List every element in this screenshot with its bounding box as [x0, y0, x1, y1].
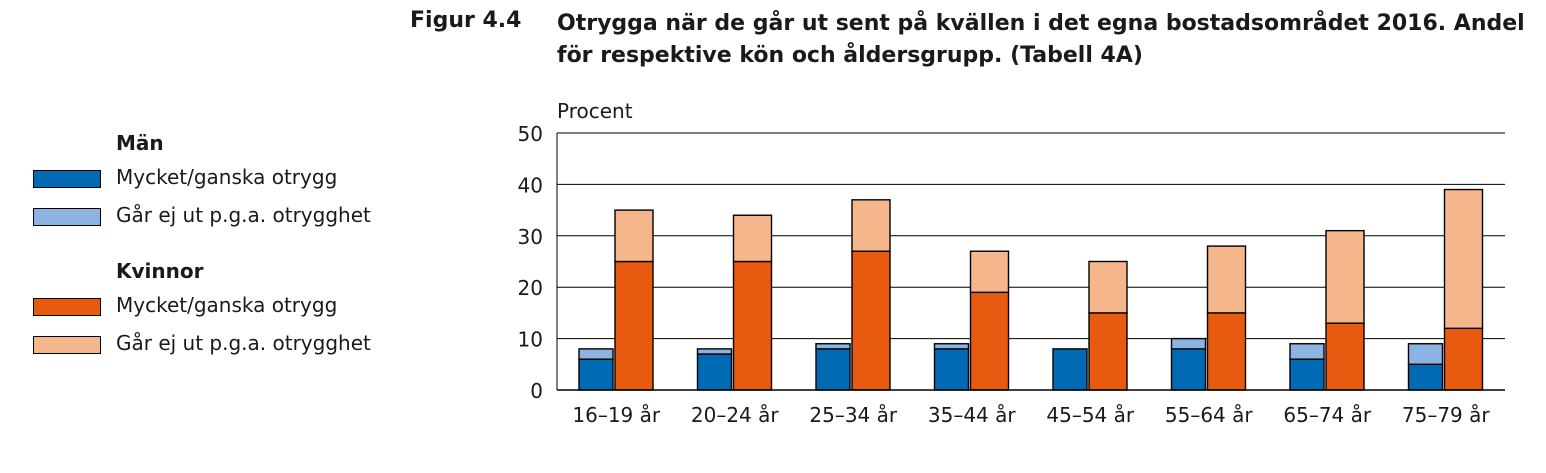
y-tick-label: 20 [518, 276, 543, 300]
y-tick-label: 50 [518, 122, 543, 146]
legend-swatch [33, 298, 101, 316]
men-bar-stays-in [696, 348, 733, 355]
legend-group-title-men: Män [116, 131, 164, 155]
women-bar-stays-in [1088, 260, 1128, 314]
x-tick-label: 25–34 år [809, 403, 898, 427]
x-tick-label: 16–19 år [572, 403, 661, 427]
women-bar-unsafe [732, 260, 773, 391]
men-bar-stays-in [1170, 337, 1207, 350]
legend-label: Mycket/ganska otrygg [116, 165, 338, 189]
legend-swatch [33, 336, 101, 354]
legend-label: Mycket/ganska otrygg [116, 293, 338, 317]
x-tick-label: 35–44 år [928, 403, 1017, 427]
legend-item-men-stays-in: Går ej ut p.g.a. otrygghet [30, 196, 371, 234]
women-bar-unsafe [1325, 322, 1365, 391]
women-bar-stays-in [1443, 188, 1484, 330]
legend-swatch [33, 208, 101, 226]
men-bar-unsafe [696, 353, 733, 391]
legend-label: Går ej ut p.g.a. otrygghet [116, 331, 371, 355]
y-tick-label: 40 [518, 173, 543, 197]
women-bar-unsafe [851, 250, 891, 391]
men-bar-stays-in [1289, 343, 1325, 360]
legend-label: Går ej ut p.g.a. otrygghet [116, 203, 371, 227]
legend-group-title-women: Kvinnor [116, 259, 204, 283]
legend-swatch [33, 170, 101, 188]
women-bar-unsafe [1206, 312, 1247, 391]
women-bar-stays-in [614, 209, 654, 263]
women-bar-unsafe [969, 291, 1010, 391]
legend: Män Mycket/ganska otrygg Går ej ut p.g.a… [30, 128, 371, 362]
women-bar-unsafe [1443, 327, 1484, 391]
men-bar-stays-in [815, 343, 851, 350]
legend-item-women-stays-in: Går ej ut p.g.a. otrygghet [30, 324, 371, 362]
men-bar-unsafe [1052, 348, 1088, 391]
women-bar-unsafe [1088, 312, 1128, 391]
legend-item-men-unsafe: Mycket/ganska otrygg [30, 158, 337, 196]
men-bar-stays-in [1407, 343, 1444, 365]
legend-item-women-unsafe: Mycket/ganska otrygg [30, 286, 337, 324]
figure-label: Figur 4.4 [410, 8, 522, 33]
x-tick-label: 55–64 år [1165, 403, 1254, 427]
men-bar-unsafe [815, 348, 851, 391]
x-tick-label: 75–79 år [1402, 403, 1491, 427]
women-bar-stays-in [732, 214, 773, 263]
y-tick-label: 30 [518, 225, 543, 249]
y-tick-label: 10 [518, 328, 543, 352]
men-bar-unsafe [1170, 348, 1207, 391]
women-bar-stays-in [851, 199, 891, 252]
men-bar-unsafe [578, 358, 614, 391]
men-bar-unsafe [1289, 358, 1325, 391]
y-tick-label: 0 [530, 379, 543, 403]
x-tick-label: 45–54 år [1046, 403, 1135, 427]
women-bar-stays-in [969, 250, 1010, 294]
y-axis-label: Procent [557, 99, 633, 123]
men-bar-stays-in [933, 343, 970, 350]
men-bar-unsafe [1407, 363, 1444, 391]
men-bar-stays-in [578, 348, 614, 360]
x-tick-label: 20–24 år [691, 403, 780, 427]
figure-title: Otrygga när de går ut sent på kvällen i … [557, 11, 1525, 68]
men-bar-unsafe [933, 348, 970, 391]
women-bar-stays-in [1325, 229, 1365, 324]
women-bar-stays-in [1206, 245, 1247, 314]
women-bar-unsafe [614, 260, 654, 391]
x-tick-label: 65–74 år [1283, 403, 1372, 427]
